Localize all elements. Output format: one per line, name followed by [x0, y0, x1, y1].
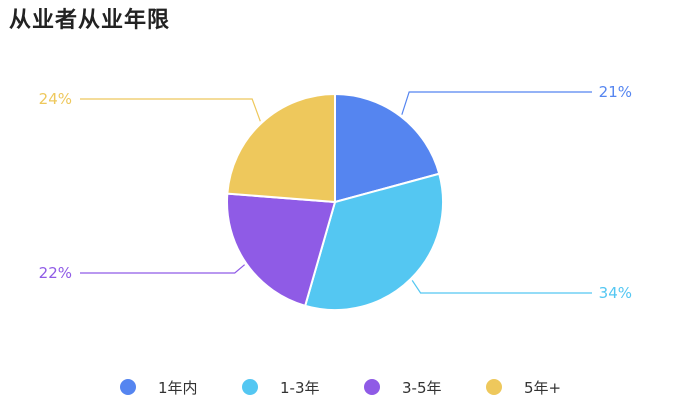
legend-item-3[interactable]: 3-5年 [364, 372, 442, 402]
pie-slice-1-3[interactable] [303, 172, 444, 311]
legend-item-4[interactable]: 5年+ [486, 372, 561, 402]
legend-label: 1-3年 [280, 378, 320, 397]
legend-dot [242, 379, 258, 395]
chart-title: 从业者从业年限 [9, 8, 171, 33]
data-label: 34% [599, 284, 632, 302]
legend-dot [486, 379, 502, 395]
pie-slice-5[interactable] [226, 92, 336, 204]
data-label: 21% [599, 83, 632, 101]
leader-line [80, 98, 261, 122]
leader-line [401, 91, 592, 115]
legend-dot [364, 379, 380, 395]
data-label: 24% [39, 90, 72, 108]
leader-lines [80, 91, 592, 294]
legend-item-1[interactable]: 1年内 [120, 372, 198, 402]
legend-label: 3-5年 [402, 378, 442, 397]
leader-line [411, 280, 592, 294]
pie-slice-3-5[interactable] [226, 192, 337, 308]
data-label: 22% [39, 264, 72, 282]
pie-slice-1[interactable] [334, 92, 441, 204]
legend-label: 1年内 [158, 378, 198, 397]
legend-label: 5年+ [524, 378, 562, 397]
legend-dot [120, 379, 136, 395]
pie-slices [226, 92, 444, 311]
legend-item-2[interactable]: 1-3年 [242, 372, 320, 402]
data-labels: 21% 34% 22% 24% [39, 83, 632, 302]
legend: 1年内 1-3年 3-5年 5年+ [0, 372, 700, 402]
leader-line [80, 264, 246, 274]
